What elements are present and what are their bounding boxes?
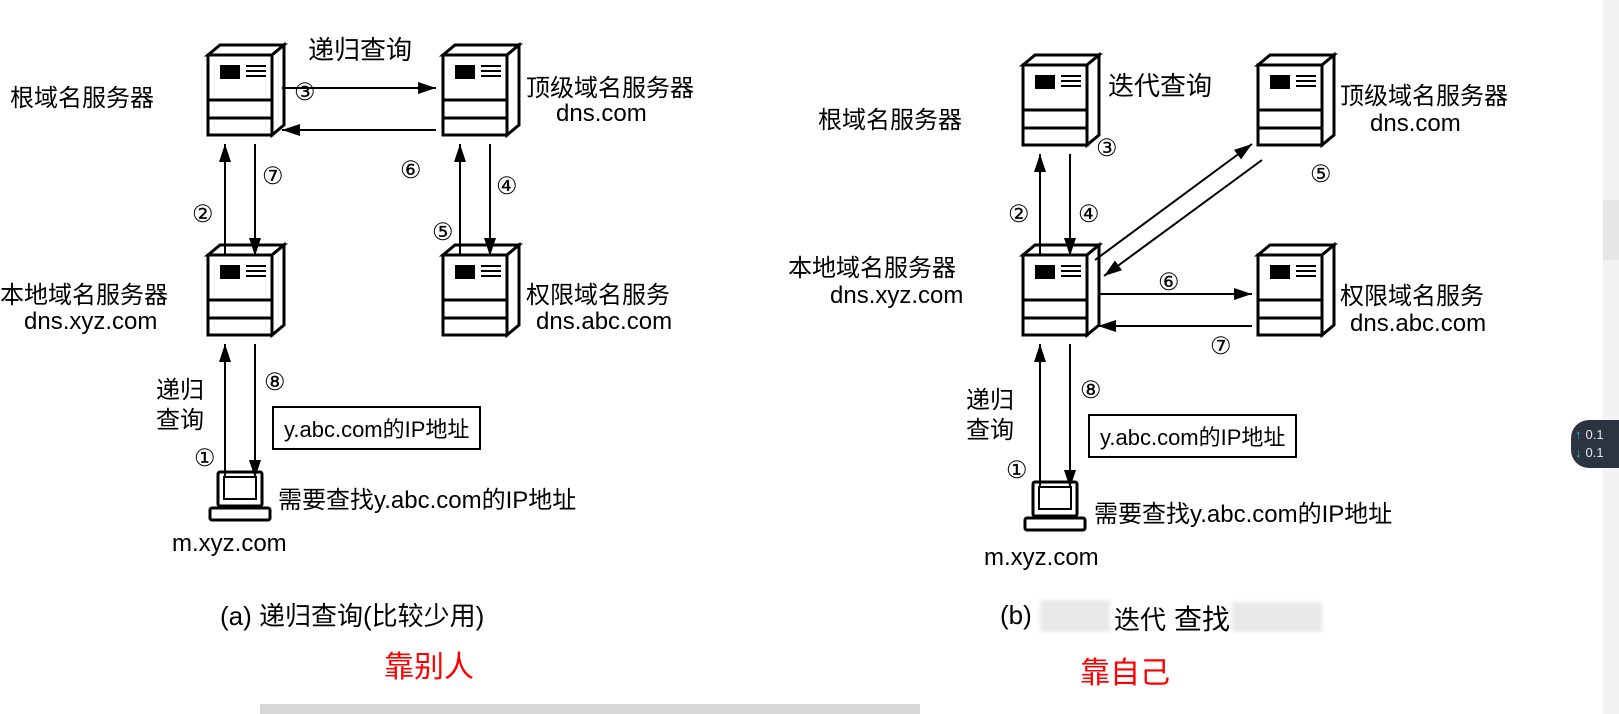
right-footnote: 靠自己 <box>1080 648 1170 692</box>
left-step-2: ② <box>192 200 214 229</box>
left-step-4: ④ <box>496 172 518 201</box>
left-ip-box: y.abc.com的IP地址 <box>272 406 481 450</box>
left-footnote: 靠别人 <box>384 642 474 686</box>
right-tld-label1: 顶级域名服务器 <box>1340 76 1508 111</box>
right-step-1: ① <box>1006 456 1028 485</box>
right-step-3: ③ <box>1096 134 1118 163</box>
right-tld-label2: dns.com <box>1370 110 1461 138</box>
net-down-value: 0.1 <box>1586 444 1604 462</box>
net-down-row: ↓ 0.1 <box>1575 444 1615 462</box>
scrollbar-edge <box>1603 0 1619 714</box>
right-step-4: ④ <box>1078 200 1100 229</box>
diagram-stage: 递归查询 根域名服务器 顶级域名服务器 dns.com 本地域名服务器 dns.… <box>0 0 1619 714</box>
right-caption-prefix: (b) <box>1000 600 1032 631</box>
left-step-6: ⑥ <box>400 156 422 185</box>
left-step-5: ⑤ <box>432 218 454 247</box>
blur-patch-1 <box>1040 600 1110 632</box>
right-step-6: ⑥ <box>1158 268 1180 297</box>
left-client-host: m.xyz.com <box>172 530 287 558</box>
right-title: 迭代查询 <box>1108 66 1212 103</box>
net-up-row: ↑ 0.1 <box>1575 426 1615 444</box>
right-ip-box: y.abc.com的IP地址 <box>1088 414 1297 458</box>
right-step-2: ② <box>1008 200 1030 229</box>
right-auth-label2: dns.abc.com <box>1350 310 1486 338</box>
left-step-1: ① <box>194 444 216 473</box>
right-side2: 查询 <box>966 410 1014 445</box>
net-up-value: 0.1 <box>1586 426 1604 444</box>
left-tld-label2: dns.com <box>556 100 647 128</box>
left-tld-label1: 顶级域名服务器 <box>526 68 694 103</box>
bottom-shade <box>260 704 920 714</box>
right-local-label1: 本地域名服务器 <box>788 248 956 283</box>
right-step-8: ⑧ <box>1080 376 1102 405</box>
right-caption-suffix: 查找 <box>1174 598 1230 638</box>
right-local-label2: dns.xyz.com <box>830 282 963 310</box>
left-auth-label2: dns.abc.com <box>536 308 672 336</box>
left-root-label: 根域名服务器 <box>10 78 154 113</box>
blur-patch-2 <box>1232 602 1322 632</box>
right-auth-label1: 权限域名服务 <box>1340 276 1484 311</box>
right-client-need: 需要查找y.abc.com的IP地址 <box>1094 494 1392 529</box>
arrow-down-icon: ↓ <box>1575 444 1582 462</box>
right-step-7: ⑦ <box>1210 332 1232 361</box>
left-caption: (a) 递归查询(比较少用) <box>220 596 484 633</box>
left-title: 递归查询 <box>308 30 412 67</box>
left-auth-label1: 权限域名服务 <box>526 275 670 310</box>
right-root-label: 根域名服务器 <box>818 100 962 135</box>
right-caption-mid: 迭代 <box>1114 600 1166 637</box>
left-step-3: ③ <box>294 78 316 107</box>
arrow-up-icon: ↑ <box>1575 426 1582 444</box>
left-client-need: 需要查找y.abc.com的IP地址 <box>278 480 576 515</box>
right-client-host: m.xyz.com <box>984 544 1099 572</box>
left-side2: 查询 <box>156 400 204 435</box>
right-step-5: ⑤ <box>1310 160 1332 189</box>
network-speed-widget[interactable]: ↑ 0.1 ↓ 0.1 <box>1571 420 1619 468</box>
left-local-label2: dns.xyz.com <box>24 308 157 336</box>
left-step-7: ⑦ <box>262 162 284 191</box>
left-step-8: ⑧ <box>264 368 286 397</box>
left-local-label1: 本地域名服务器 <box>0 275 168 310</box>
